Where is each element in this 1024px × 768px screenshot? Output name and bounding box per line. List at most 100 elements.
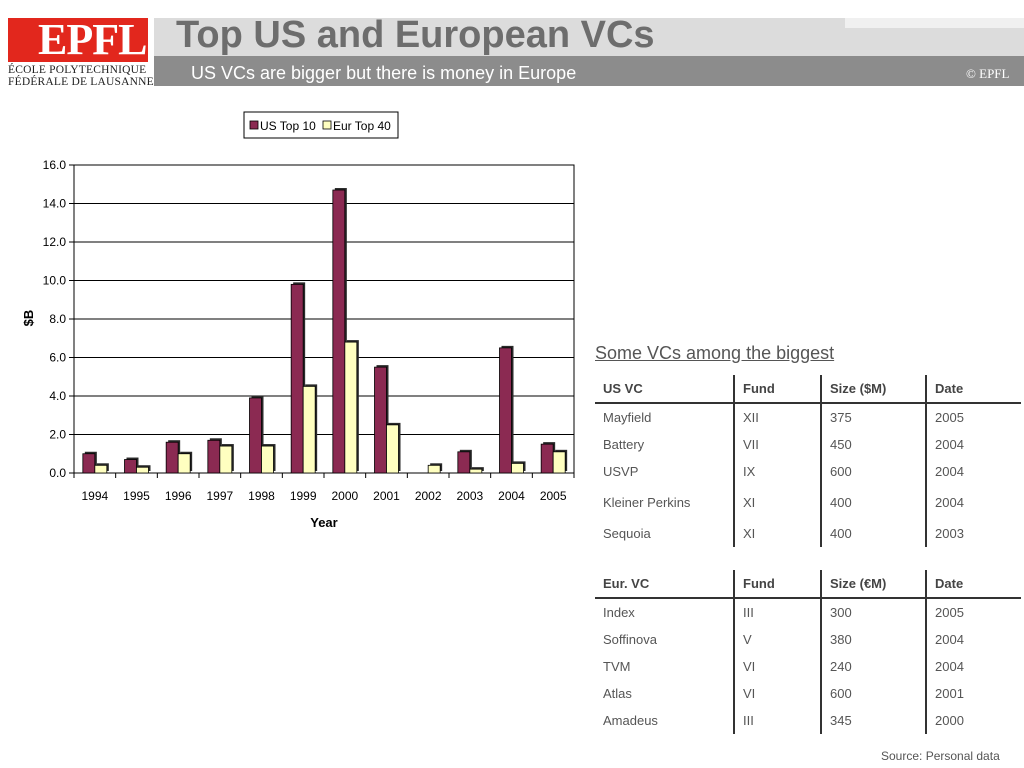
epfl-logo: EPFL ÉCOLE POLYTECHNIQUE FÉDÉRALE DE LAU…: [8, 15, 154, 88]
table-cell: Battery: [595, 431, 735, 458]
table-cell: 600: [821, 458, 927, 485]
y-tick-label: 0.0: [49, 466, 66, 480]
bar-eu: [302, 385, 316, 474]
x-tick-label: 1997: [206, 489, 233, 503]
column-header: US VC: [595, 375, 735, 403]
x-tick-label: 2005: [540, 489, 567, 503]
bar-eu: [386, 424, 399, 474]
source-note: Source: Personal data: [881, 749, 1000, 763]
table-cell: 450: [821, 431, 927, 458]
logo-mark: EPFL: [38, 15, 147, 64]
table-cell: Amadeus: [595, 707, 735, 734]
table-cell: TVM: [595, 653, 735, 680]
y-tick-label: 12.0: [43, 235, 67, 249]
table-row: Atlas VI 600 2001: [595, 680, 1021, 707]
bar-eu: [344, 341, 358, 474]
logo-red-block: [8, 18, 148, 62]
legend-box: [243, 111, 399, 139]
x-tick-label: 2000: [331, 489, 358, 503]
slide-title: Top US and European VCs: [176, 14, 655, 56]
table-cell: XII: [734, 403, 822, 431]
table-cell: III: [734, 598, 822, 626]
y-axis-label: $B: [21, 310, 36, 327]
table-row: Sequoia XI 400 2003: [595, 520, 1021, 547]
table-cell: 300: [821, 598, 927, 626]
bar-us: [374, 366, 387, 474]
column-header: Size ($M): [821, 375, 927, 403]
table-cell: VII: [734, 431, 822, 458]
table-row: Amadeus III 345 2000: [595, 707, 1021, 734]
y-tick-label: 6.0: [49, 351, 66, 365]
y-tick-label: 8.0: [49, 312, 66, 326]
table-cell: V: [734, 626, 822, 653]
x-tick-label: 1998: [248, 489, 275, 503]
table-cell: 2004: [935, 495, 964, 510]
y-tick-label: 14.0: [43, 197, 67, 211]
table-row: Kleiner Perkins XI 400 2004: [595, 485, 1021, 520]
copyright-notice: © EPFL: [966, 66, 1010, 81]
bar-eu: [94, 464, 108, 474]
table-cell: 375: [821, 403, 927, 431]
table-cell: 2003: [935, 526, 964, 541]
table-row: Battery VII 450 2004: [595, 431, 1021, 458]
x-tick-label: 2004: [498, 489, 525, 503]
table-cell: XI: [734, 520, 822, 547]
table-cell: Sequoia: [595, 520, 735, 547]
bar-eu: [219, 445, 233, 474]
column-header: Eur. VC: [595, 570, 735, 598]
bar-us: [290, 283, 304, 474]
x-tick-label: 1995: [123, 489, 150, 503]
bar-us: [165, 441, 179, 474]
x-tick-label: 2003: [456, 489, 483, 503]
bar-eu: [427, 464, 441, 474]
table-row: Soffinova V 380 2004: [595, 626, 1021, 653]
table-cell: VI: [734, 680, 822, 707]
table-row: Mayfield XII 375 2005: [595, 403, 1021, 431]
legend-swatch-us: [249, 120, 259, 130]
table-cell: USVP: [595, 458, 735, 485]
bar-us: [249, 397, 262, 474]
bar-us: [499, 347, 512, 474]
title-band-accent: [845, 18, 1024, 28]
table-row: TVM VI 240 2004: [595, 653, 1021, 680]
column-header: Date: [935, 381, 964, 396]
bar-us: [82, 453, 96, 474]
table-cell: 2005: [935, 410, 964, 425]
subtitle-band: [154, 56, 1024, 86]
table-cell: 345: [821, 707, 927, 734]
table-cell: VI: [734, 653, 822, 680]
table-cell: 2004: [935, 437, 964, 452]
bar-eu: [177, 453, 191, 474]
table-cell: IX: [734, 458, 822, 485]
table-cell: 2000: [935, 713, 964, 728]
column-header: Fund: [734, 570, 822, 598]
x-axis-label: Year: [310, 515, 337, 530]
x-tick-label: 1996: [165, 489, 192, 503]
table-cell: Soffinova: [595, 626, 735, 653]
slide-subtitle: US VCs are bigger but there is money in …: [191, 63, 577, 83]
logo-text-line2: FÉDÉRALE DE LAUSANNE: [8, 76, 154, 88]
table-header-row: Eur. VC Fund Size (€M) Date: [595, 570, 1021, 598]
x-tick-label: 1999: [290, 489, 317, 503]
column-header: Date: [935, 576, 964, 591]
table-cell: 2005: [935, 605, 964, 620]
table-cell: 2004: [935, 632, 964, 647]
logo-text-line1: ÉCOLE POLYTECHNIQUE: [8, 64, 147, 76]
bar-eu: [261, 445, 274, 474]
bar-eu: [552, 451, 566, 474]
table-cell: Kleiner Perkins: [595, 485, 735, 520]
legend-label-eu: Eur Top 40: [333, 119, 391, 133]
table-cell: 400: [821, 485, 927, 520]
chart-legend: US Top 10 Eur Top 40: [243, 111, 399, 139]
column-header: Size (€M): [821, 570, 927, 598]
table-cell: 2004: [935, 464, 964, 479]
legend-swatch-eu: [322, 120, 332, 130]
table-cell: Index: [595, 598, 735, 626]
plot-area: 0.0 2.0 4.0 6.0 8.0 10.0 12.0 14.0 16.0 1994 1995 1…: [43, 158, 575, 503]
table-cell: Atlas: [595, 680, 735, 707]
bar-us: [457, 451, 471, 474]
table-cell: 400: [821, 520, 927, 547]
table-cell: 2001: [935, 686, 964, 701]
eu-vc-table: Eur. VC Fund Size (€M) Date Index III 30…: [595, 570, 1021, 734]
table-cell: XI: [734, 485, 822, 520]
